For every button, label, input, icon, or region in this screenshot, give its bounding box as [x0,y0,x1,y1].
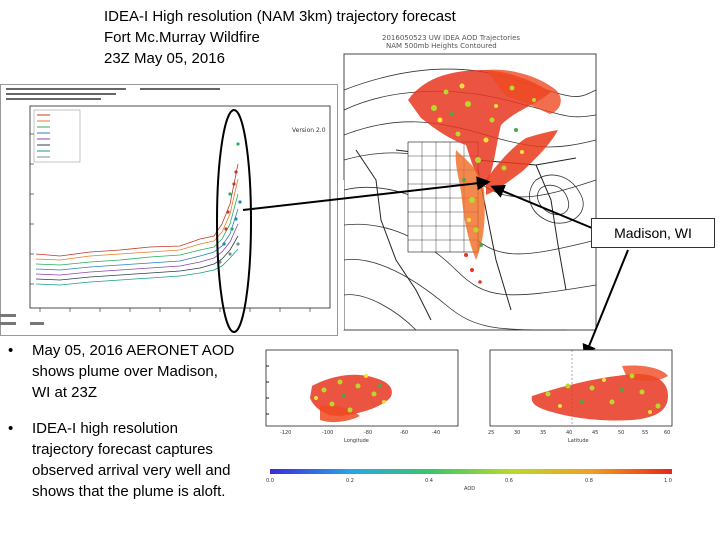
left-x-tick-4: -40 [432,430,440,436]
right-x-tick-2: 35 [540,430,546,436]
colorbar-gradient [270,469,672,474]
plot-info-text [6,88,220,100]
right-plume-points [531,365,668,421]
latitude-cross-section: 25 30 35 40 45 50 55 60 Latitude [472,346,677,444]
plot-footer [0,314,44,325]
plot-x-ticks [39,308,311,312]
madison-callout: Madison, WI [591,218,715,248]
bullet-dot-icon: • [8,342,14,359]
left-x-tick-0: -120 [280,430,291,436]
plot-y-ticks [30,133,34,285]
aod-colorbar: 0.0 0.2 0.4 0.6 0.8 1.0 AOD [258,466,682,494]
right-x-tick-1: 30 [514,430,520,436]
left-x-ticks: -120 -100 -80 -60 -40 Longitude [280,430,440,444]
title-line-3: 23Z May 05, 2016 [104,50,225,67]
colorbar-tick-2: 0.4 [425,478,433,484]
right-x-ticks: 25 30 35 40 45 50 55 60 Latitude [488,430,670,444]
aod-series [35,163,239,286]
highlight-ellipse [216,109,252,333]
right-x-tick-6: 55 [642,430,648,436]
left-y-ticks [266,365,269,415]
bullet-item: • IDEA-I high resolution trajectory fore… [6,418,236,502]
longitude-cross-section: -120 -100 -80 -60 -40 Longitude [240,346,462,444]
left-x-tick-2: -80 [364,430,372,436]
trajectory-map: 2016050523 UW IDEA AOD Trajectories NAM … [336,30,598,333]
colorbar-tick-0: 0.0 [266,478,274,484]
colorbar-tick-5: 1.0 [664,478,672,484]
colorbar-tick-1: 0.2 [346,478,354,484]
right-x-tick-3: 40 [566,430,572,436]
bullet-text-2: IDEA-I high resolution trajectory foreca… [32,420,231,500]
left-x-label: Longitude [344,438,369,444]
left-plume-points [310,374,392,423]
aeronet-plot: Version 2.0 [0,84,338,336]
right-x-tick-0: 25 [488,430,494,436]
bullet-text-1: May 05, 2016 AERONET AOD shows plume ove… [32,342,235,401]
colorbar-tick-3: 0.6 [505,478,513,484]
callout-label: Madison, WI [614,225,692,241]
map-header-1: 2016050523 UW IDEA AOD Trajectories [382,34,520,42]
plot-legend [33,109,81,163]
title-line-2: Fort Mc.Murray Wildfire [104,29,260,46]
colorbar-tick-4: 0.8 [585,478,593,484]
aod-markers [218,142,242,264]
bullet-dot-icon: • [8,420,14,437]
right-x-tick-4: 45 [592,430,598,436]
slide-title: IDEA-I High resolution (NAM 3km) traject… [104,6,456,69]
title-line-1: IDEA-I High resolution (NAM 3km) traject… [104,8,456,25]
colorbar-label: AOD [464,486,475,492]
right-x-label: Latitude [568,438,589,444]
left-x-tick-1: -100 [322,430,333,436]
bullet-list: • May 05, 2016 AERONET AOD shows plume o… [6,340,236,517]
colorbar-ticks: 0.0 0.2 0.4 0.6 0.8 1.0 AOD [266,478,672,492]
map-header-2: NAM 500mb Heights Contoured [386,42,497,50]
left-x-tick-3: -60 [400,430,408,436]
right-x-tick-5: 50 [618,430,624,436]
plot-version: Version 2.0 [292,127,326,134]
bullet-item: • May 05, 2016 AERONET AOD shows plume o… [6,340,236,403]
right-x-tick-7: 60 [664,430,670,436]
